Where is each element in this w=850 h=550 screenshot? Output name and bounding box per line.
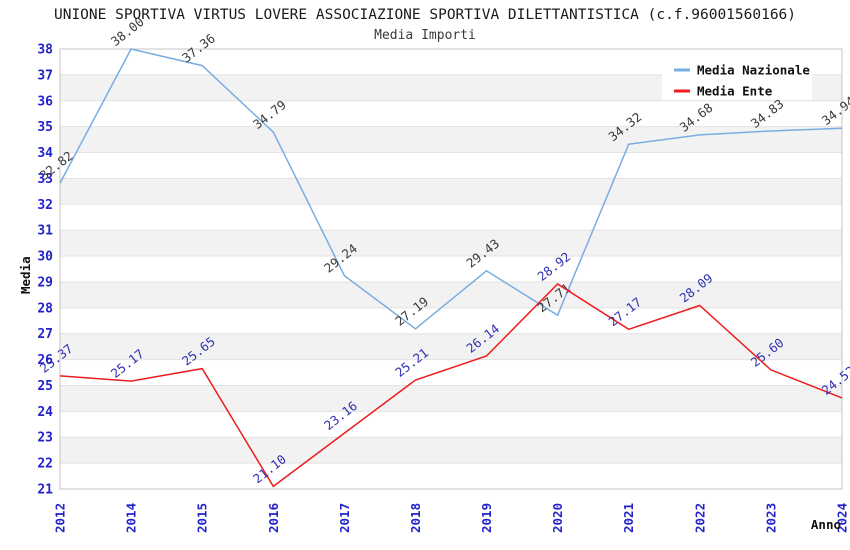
y-tick-label: 31 [37, 224, 53, 239]
data-label-media-nazionale: 37.36 [179, 31, 218, 66]
x-tick-label: 2019 [479, 503, 494, 533]
y-tick-label: 30 [37, 250, 53, 265]
grid-band [60, 230, 842, 257]
grid-band [60, 178, 842, 205]
x-tick-label: 2020 [550, 503, 565, 533]
y-tick-label: 26 [37, 353, 53, 368]
x-axis-title: Anno [811, 517, 841, 532]
x-tick-label: 2012 [53, 503, 68, 533]
y-tick-label: 37 [37, 68, 53, 83]
x-tick-label: 2015 [195, 503, 210, 533]
y-tick-label: 24 [37, 405, 53, 420]
y-axis-title: Media [18, 256, 33, 294]
series-line-media-ente [59, 283, 843, 488]
y-tick-label: 23 [37, 431, 53, 446]
x-tick-label: 2016 [266, 503, 281, 533]
x-tick-label: 2017 [337, 503, 352, 533]
y-tick-label: 36 [37, 94, 53, 109]
grid-band [60, 437, 842, 464]
y-tick-label: 34 [37, 146, 53, 161]
x-tick-label: 2023 [763, 503, 778, 533]
data-label-media-ente: 24.52 [819, 363, 850, 398]
series-line-media-nazionale [59, 48, 843, 330]
plot-border [59, 48, 843, 490]
y-tick-label: 25 [37, 379, 53, 394]
y-tick-label: 21 [37, 483, 53, 498]
y-tick-label: 32 [37, 198, 53, 213]
x-tick-label: 2024 [835, 503, 850, 533]
y-tick-label: 38 [37, 43, 53, 58]
grid-band [60, 333, 842, 360]
y-tick-label: 33 [37, 172, 53, 187]
legend-label-media-nazionale: Media Nazionale [697, 63, 810, 78]
y-tick-label: 28 [37, 301, 53, 316]
y-tick-label: 22 [37, 457, 53, 472]
y-tick-label: 27 [37, 327, 53, 342]
y-tick-label: 35 [37, 120, 53, 135]
legend-label-media-ente: Media Ente [697, 84, 773, 99]
grid-band [60, 126, 842, 153]
x-tick-label: 2022 [692, 503, 707, 533]
grid-band [60, 281, 842, 308]
data-label-media-nazionale: 38.00 [108, 14, 147, 49]
x-tick-label: 2018 [408, 503, 423, 533]
chart-subtitle: Media Importi [374, 28, 476, 43]
x-tick-label: 2014 [124, 503, 139, 533]
x-tick-label: 2021 [621, 503, 636, 533]
grid-band [60, 385, 842, 412]
y-tick-label: 29 [37, 275, 53, 290]
chart-title: UNIONE SPORTIVA VIRTUS LOVERE ASSOCIAZIO… [53, 7, 797, 23]
